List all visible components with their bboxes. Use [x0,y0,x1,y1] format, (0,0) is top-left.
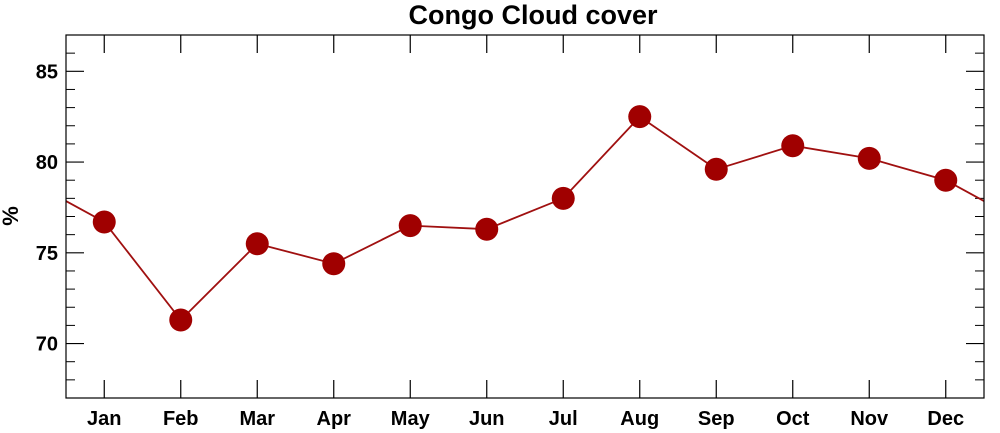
data-point-feb [169,308,193,332]
x-tick-label: Jul [549,408,578,430]
x-tick-label: Jan [87,408,121,430]
data-point-jan [92,210,116,234]
data-point-nov [857,146,881,170]
tick-labels: 70 75 80 85 Jan Feb Mar Apr May Jun Jul Aug Sep Oct No… [36,61,964,430]
data-point-dec [934,168,958,192]
series-line [65,115,985,322]
y-axis-label: % [0,206,23,226]
data-point-may [398,214,422,238]
x-tick-label: Oct [776,408,810,430]
data-point-jun [475,217,499,241]
x-tick-label: Jun [469,408,505,430]
x-tick-label: Sep [698,408,735,430]
data-markers [92,105,958,332]
x-tick-label: Feb [163,408,199,430]
series-lines [65,115,985,322]
y-tick-label: 75 [36,243,58,265]
data-point-aug [628,105,652,129]
y-tick-label: 85 [36,61,58,83]
data-point-oct [781,134,805,158]
data-point-jul [551,186,575,210]
chart-title: Congo Cloud cover [409,0,658,30]
y-tick-label: 70 [36,334,58,356]
data-point-mar [245,232,269,256]
x-tick-label: Apr [317,408,352,430]
data-point-sep [704,157,728,181]
x-tick-label: Nov [850,408,889,430]
x-tick-label: Mar [239,408,275,430]
x-tick-label: Aug [620,408,659,430]
x-tick-label: Dec [927,408,964,430]
plot-frame [65,34,985,399]
y-tick-label: 80 [36,152,58,174]
data-point-apr [322,252,346,276]
x-tick-label: May [391,408,431,430]
axis-ticks [66,34,984,399]
